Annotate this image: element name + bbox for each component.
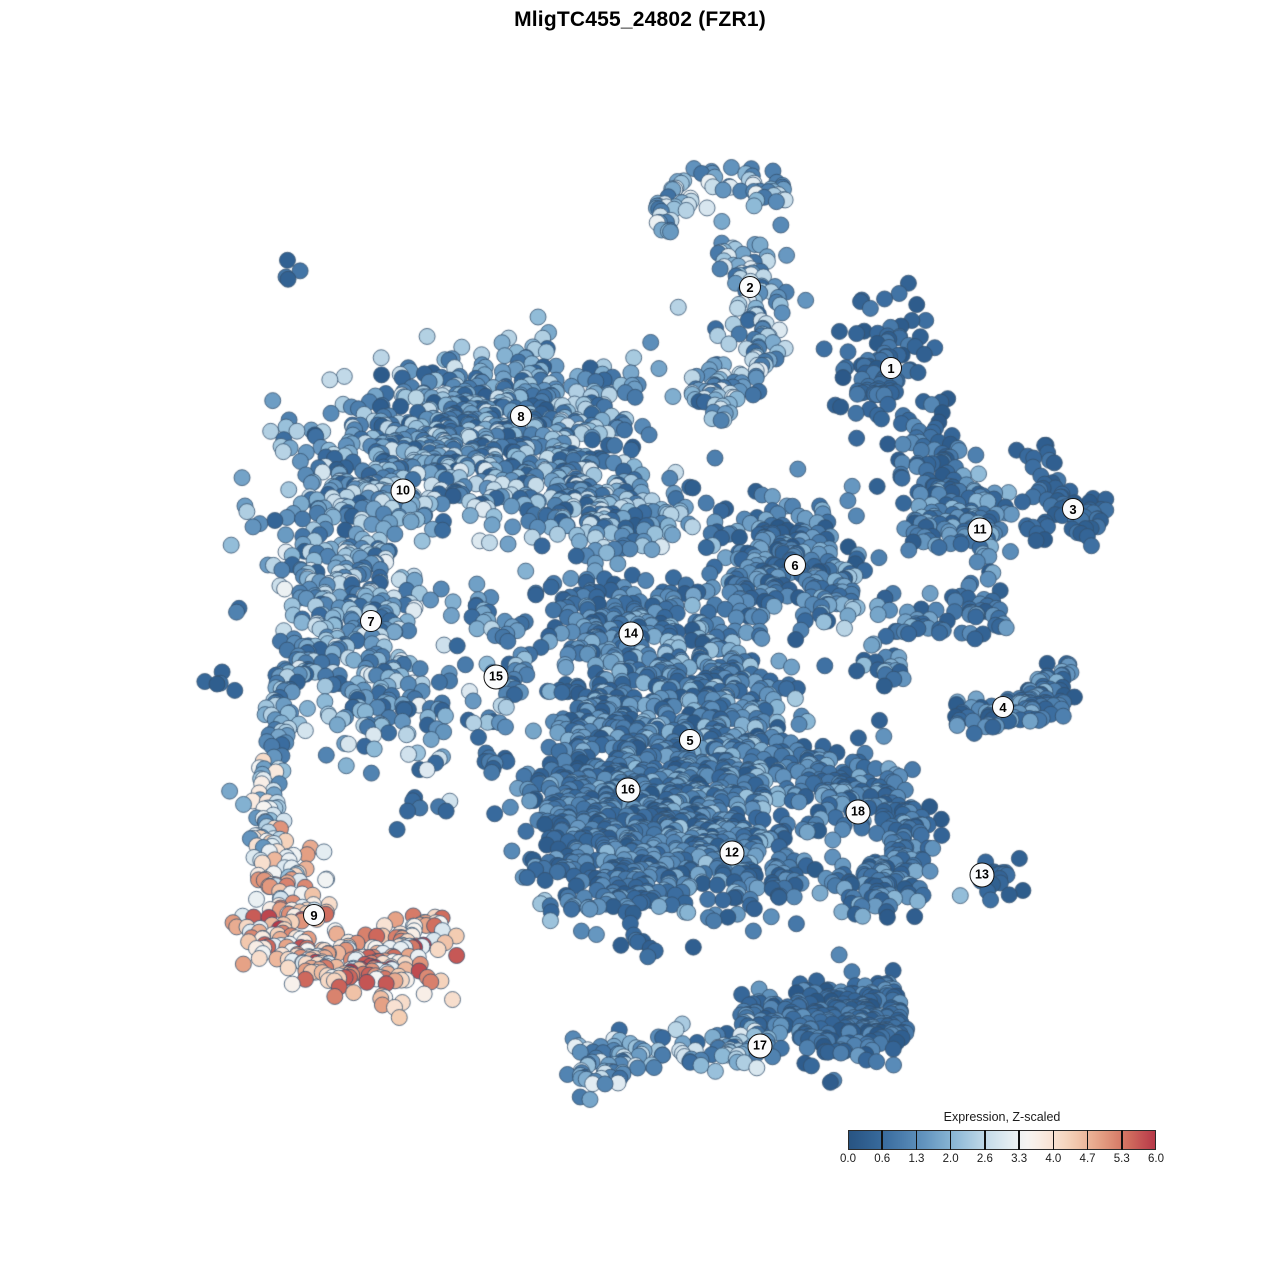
colorbar-tick-label-0: 0.0: [840, 1153, 856, 1165]
cluster-label-5[interactable]: 5: [679, 729, 701, 751]
cluster-label-3[interactable]: 3: [1062, 498, 1084, 520]
colorbar[interactable]: [848, 1130, 1156, 1150]
cluster-label-2[interactable]: 2: [739, 276, 761, 298]
cluster-label-10[interactable]: 10: [390, 478, 416, 504]
cluster-label-1[interactable]: 1: [880, 357, 902, 379]
colorbar-tick-label-7: 4.7: [1079, 1153, 1096, 1165]
legend: Expression, Z-scaled 0.0 0.6 1.3 2.0 2.6 3.3 4…: [840, 1110, 1164, 1169]
cluster-label-7[interactable]: 7: [360, 610, 382, 632]
cluster-label-9[interactable]: 9: [303, 904, 325, 926]
cluster-label-14[interactable]: 14: [618, 621, 644, 647]
colorbar-gradient: [848, 1130, 1156, 1150]
colorbar-tick-label-1: 0.6: [874, 1153, 891, 1165]
cluster-label-11[interactable]: 11: [967, 517, 993, 543]
colorbar-tick-label-8: 5.3: [1113, 1153, 1130, 1165]
cluster-label-16[interactable]: 16: [615, 777, 641, 803]
cluster-label-15[interactable]: 15: [483, 664, 509, 690]
cluster-label-17[interactable]: 17: [747, 1033, 773, 1059]
cluster-label-8[interactable]: 8: [510, 405, 532, 427]
cluster-label-4[interactable]: 4: [992, 696, 1014, 718]
cluster-label-18[interactable]: 18: [845, 799, 871, 825]
cluster-label-6[interactable]: 6: [784, 554, 806, 576]
colorbar-tick-label-4: 2.6: [976, 1153, 993, 1165]
colorbar-tick-labels: 0.0 0.6 1.3 2.0 2.6 3.3 4.0 4.7 5.3 6.0: [840, 1153, 1164, 1169]
colorbar-tick-label-6: 4.0: [1045, 1153, 1062, 1165]
colorbar-tick-label-5: 3.3: [1011, 1153, 1028, 1165]
colorbar-tick-label-9: 6.0: [1148, 1153, 1164, 1165]
colorbar-tick-label-3: 2.0: [942, 1153, 959, 1165]
cluster-label-12[interactable]: 12: [719, 840, 745, 866]
colorbar-tick-label-2: 1.3: [908, 1153, 925, 1165]
cluster-label-13[interactable]: 13: [969, 862, 995, 888]
legend-title: Expression, Z-scaled: [943, 1110, 1061, 1124]
